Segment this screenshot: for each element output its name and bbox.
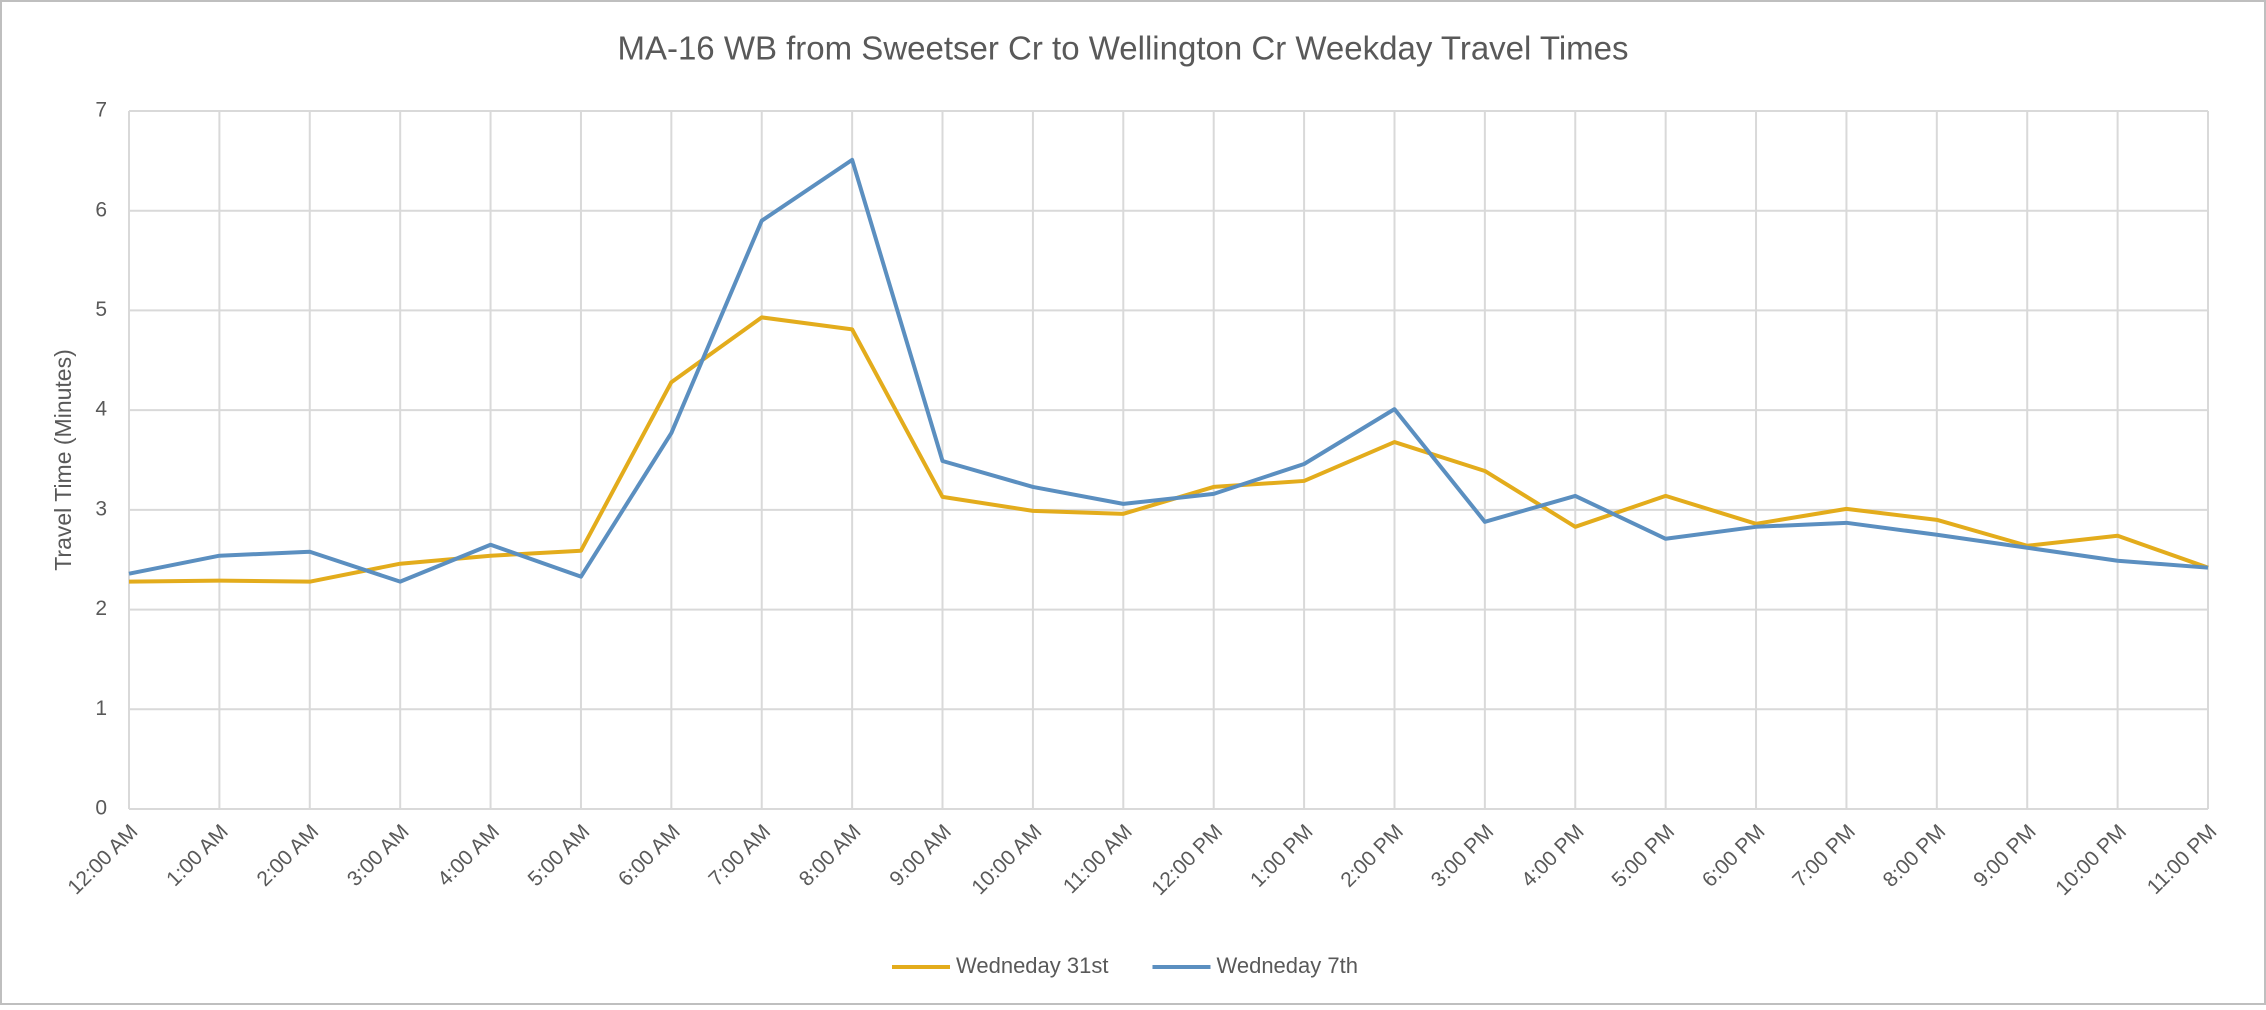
y-tick-label: 3 bbox=[95, 497, 107, 520]
y-axis-label: Travel Time (Minutes) bbox=[50, 349, 76, 571]
y-tick-label: 6 bbox=[95, 198, 107, 221]
y-tick-label: 2 bbox=[95, 597, 107, 620]
legend-label: Wedneday 31st bbox=[956, 953, 1108, 978]
y-tick-label: 7 bbox=[95, 99, 107, 122]
legend-label: Wedneday 7th bbox=[1216, 953, 1357, 978]
y-tick-label: 5 bbox=[95, 298, 107, 321]
y-tick-label: 0 bbox=[95, 797, 107, 820]
chart-title: MA-16 WB from Sweetser Cr to Wellington … bbox=[617, 30, 1628, 67]
y-tick-label: 4 bbox=[95, 398, 107, 421]
y-tick-label: 1 bbox=[95, 697, 107, 720]
line-series bbox=[128, 157, 2209, 584]
